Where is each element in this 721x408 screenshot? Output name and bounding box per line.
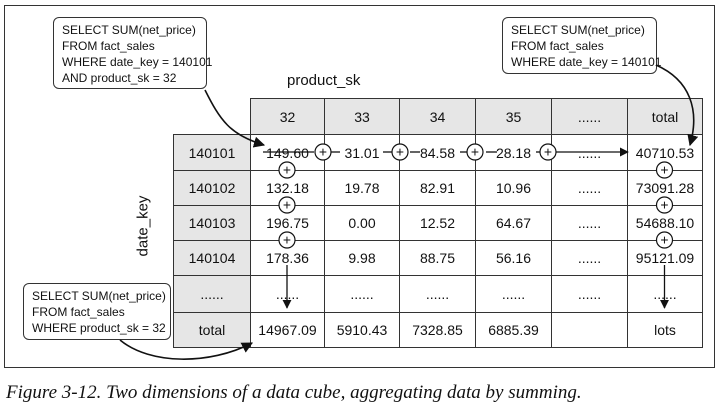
plus-icon-glyph: + <box>660 232 668 248</box>
cube-cell: 14967.09 <box>250 312 325 348</box>
query-line: FROM fact_sales <box>62 39 155 53</box>
cube-cell: 9.98 <box>324 240 400 276</box>
cube-cell: lots <box>627 312 703 348</box>
query-line: SELECT SUM(net_price) <box>511 23 645 37</box>
cube-cell: 88.75 <box>399 240 476 276</box>
plus-icon <box>391 143 409 161</box>
query-line: WHERE date_key = 140101 <box>62 55 213 69</box>
plus-icon-glyph: + <box>544 144 552 160</box>
query-line: WHERE product_sk = 32 <box>32 321 166 335</box>
plus-icon-glyph: + <box>319 144 327 160</box>
query-box-column-total: SELECT SUM(net_price) FROM fact_sales WHER… <box>23 283 171 340</box>
cube-cell: ...... <box>399 275 476 313</box>
query-line: FROM fact_sales <box>32 305 125 319</box>
column-header: 33 <box>324 98 400 135</box>
curved-arrow <box>204 89 266 148</box>
cube-cell: 6885.39 <box>475 312 552 348</box>
plus-icon-glyph: + <box>396 144 404 160</box>
cube-cell: 5910.43 <box>324 312 400 348</box>
plus-icon <box>278 161 296 179</box>
plus-icon-glyph: + <box>660 162 668 178</box>
column-header: 34 <box>399 98 476 135</box>
row-header: 140104 <box>173 240 251 276</box>
plus-icon-glyph: + <box>471 144 479 160</box>
column-header: total <box>627 98 703 135</box>
cube-cell: ...... <box>324 275 400 313</box>
query-line: FROM fact_sales <box>511 39 604 53</box>
columns-axis-label: product_sk <box>287 72 361 89</box>
plus-icon <box>466 143 484 161</box>
curved-arrow <box>119 339 253 360</box>
plus-icon <box>278 196 296 214</box>
plus-icon <box>655 161 674 179</box>
query-line: SELECT SUM(net_price) <box>32 289 166 303</box>
cube-cell: 19.78 <box>324 170 400 206</box>
query-line: WHERE date_key = 140101 <box>511 55 662 69</box>
plus-icon <box>539 143 557 161</box>
cube-cell: 56.16 <box>475 240 552 276</box>
cube-cell: ...... <box>551 275 628 313</box>
plus-icon-glyph: + <box>660 197 668 213</box>
cube-cell: ...... <box>551 170 628 206</box>
plus-icon-glyph: + <box>283 197 291 213</box>
query-line: AND product_sk = 32 <box>62 71 177 85</box>
row-header: ...... <box>173 275 251 313</box>
plus-icon <box>314 143 332 161</box>
figure-caption: Figure 3-12. Two dimensions of a data cu… <box>6 382 582 403</box>
plus-icon-glyph: + <box>283 162 291 178</box>
query-line: SELECT SUM(net_price) <box>62 23 196 37</box>
column-header: 35 <box>475 98 552 135</box>
plus-icon <box>655 196 674 214</box>
curved-arrow <box>655 64 699 147</box>
cube-cell: 7328.85 <box>399 312 476 348</box>
figure-frame <box>4 5 715 368</box>
plus-icon <box>278 231 296 249</box>
row-header: total <box>173 312 251 348</box>
plus-icon-glyph: + <box>283 232 291 248</box>
row-header: 140103 <box>173 205 251 241</box>
query-box-row-total: SELECT SUM(net_price) FROM fact_sales WHER… <box>502 17 662 74</box>
query-box-cell: SELECT SUM(net_price) FROM fact_sales WHER… <box>53 17 213 89</box>
row-header: 140102 <box>173 170 251 206</box>
plus-icon <box>655 231 674 249</box>
